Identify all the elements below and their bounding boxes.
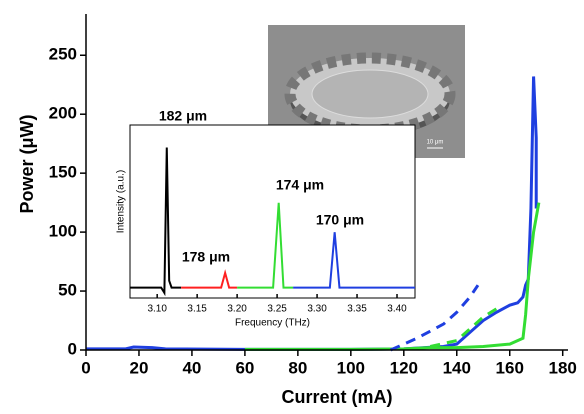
x-tick-label: 40: [182, 358, 201, 377]
y-axis-label: Power (μW): [17, 114, 37, 213]
x-tick-label: 80: [288, 358, 307, 377]
x-tick-label: 100: [337, 358, 365, 377]
x-tick-label: 120: [390, 358, 418, 377]
x-tick-label: 3.35: [347, 304, 367, 315]
y-tick-label: 50: [58, 281, 77, 300]
annotation: 178 μm: [182, 249, 230, 265]
y-tick-label: 250: [49, 45, 77, 64]
x-tick-label: 3.40: [387, 304, 407, 315]
y-tick-label: 100: [49, 222, 77, 241]
scale-label: 10 μm: [427, 140, 444, 146]
x-tick-label: 160: [496, 358, 524, 377]
x-axis-label: Frequency (THz): [235, 318, 310, 329]
x-tick-label: 180: [549, 358, 577, 377]
y-axis-label: Intensity (a.u.): [116, 170, 127, 233]
x-tick-label: 0: [81, 358, 90, 377]
y-tick-label: 150: [49, 163, 77, 182]
series-line: [430, 309, 496, 347]
x-tick-label: 3.20: [227, 304, 247, 315]
annotation: 182 μm: [159, 108, 207, 124]
annotation: 174 μm: [276, 177, 324, 193]
x-tick-label: 3.30: [307, 304, 327, 315]
x-tick-label: 60: [235, 358, 254, 377]
x-tick-label: 140: [443, 358, 471, 377]
y-tick-label: 200: [49, 104, 77, 123]
chart: 10 μm 0 20 40 60 80 100 120 140 160 180 0 50 100 150 2…: [0, 0, 584, 414]
disk-center: [312, 70, 428, 118]
inset-frame: [130, 125, 415, 298]
x-tick-label: 20: [130, 358, 149, 377]
annotation: 170 μm: [316, 212, 364, 228]
x-tick-label: 3.15: [187, 304, 207, 315]
x-axis-label: Current (mA): [282, 387, 393, 407]
y-tick-label: 0: [68, 339, 77, 358]
x-tick-label: 3.25: [267, 304, 287, 315]
x-tick-label: 3.10: [147, 304, 167, 315]
